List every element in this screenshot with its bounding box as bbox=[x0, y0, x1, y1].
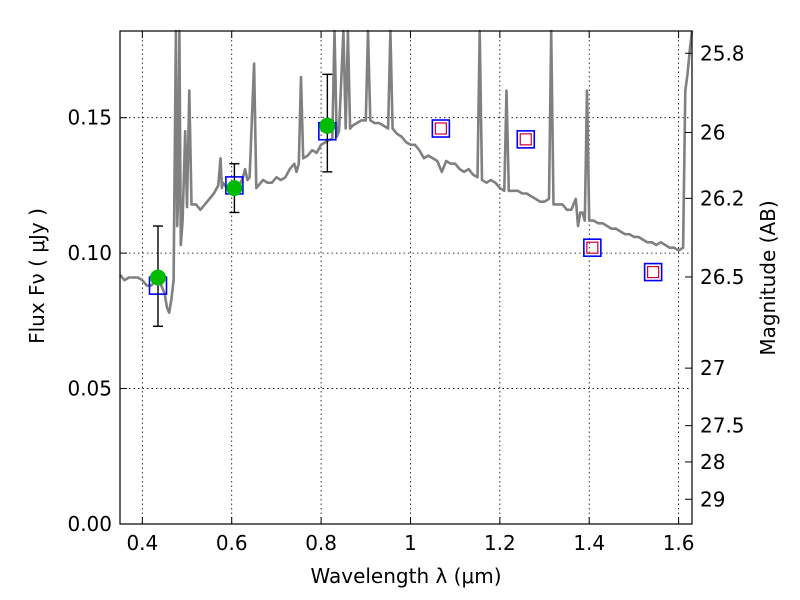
mag-tick-label: 26.5 bbox=[700, 265, 745, 289]
x-tick-label: 1 bbox=[404, 531, 417, 555]
mag-tick-label: 27 bbox=[700, 356, 725, 380]
x-tick-label: 0.4 bbox=[126, 531, 158, 555]
model-square-marker bbox=[583, 238, 602, 258]
x-tick-label: 0.6 bbox=[216, 531, 248, 555]
observed-point bbox=[149, 269, 166, 286]
x-tick-label: 1.4 bbox=[573, 531, 605, 555]
y-tick-label: 0.15 bbox=[67, 106, 112, 130]
observed-point bbox=[226, 180, 243, 197]
mag-tick-label: 26 bbox=[700, 120, 725, 144]
photometry-markers bbox=[148, 73, 663, 327]
x-axis-label: Wavelength λ (μm) bbox=[310, 564, 501, 588]
predicted-square-marker bbox=[519, 133, 532, 146]
x-tick-label: 1.6 bbox=[663, 531, 695, 555]
mag-tick-label: 28 bbox=[700, 450, 725, 474]
observed-point bbox=[319, 117, 336, 134]
y2-axis-label: Magnitude (AB) bbox=[756, 200, 780, 355]
predicted-square-marker bbox=[434, 122, 447, 135]
predicted-square-marker bbox=[647, 265, 660, 279]
mag-tick-label: 26.2 bbox=[700, 186, 745, 210]
mag-tick-label: 29 bbox=[700, 487, 725, 511]
model-square-marker bbox=[643, 262, 663, 282]
predicted-square-marker bbox=[586, 241, 599, 254]
axis-ticks: 0.4 0.6 0.8 1 1.2 1.4 1.6 0.00 0.05 0.10 0.15 25.8 2… bbox=[67, 31, 745, 555]
y-tick-label: 0.00 bbox=[67, 512, 112, 536]
y-tick-label: 0.05 bbox=[67, 377, 112, 401]
model-spectrum bbox=[119, 29, 694, 314]
grid-lines bbox=[120, 31, 692, 524]
y-tick-label: 0.10 bbox=[67, 241, 112, 265]
model-square-marker bbox=[431, 119, 451, 138]
plot-frame bbox=[119, 30, 693, 525]
mag-tick-label: 27.5 bbox=[700, 414, 745, 438]
model-square-marker bbox=[516, 130, 536, 149]
spectrum-line bbox=[119, 29, 694, 314]
mag-tick-label: 25.8 bbox=[700, 41, 745, 65]
x-tick-label: 0.8 bbox=[305, 531, 337, 555]
x-tick-label: 1.2 bbox=[484, 531, 516, 555]
y-axis-label: Flux Fν ( μJy ) bbox=[25, 208, 49, 344]
